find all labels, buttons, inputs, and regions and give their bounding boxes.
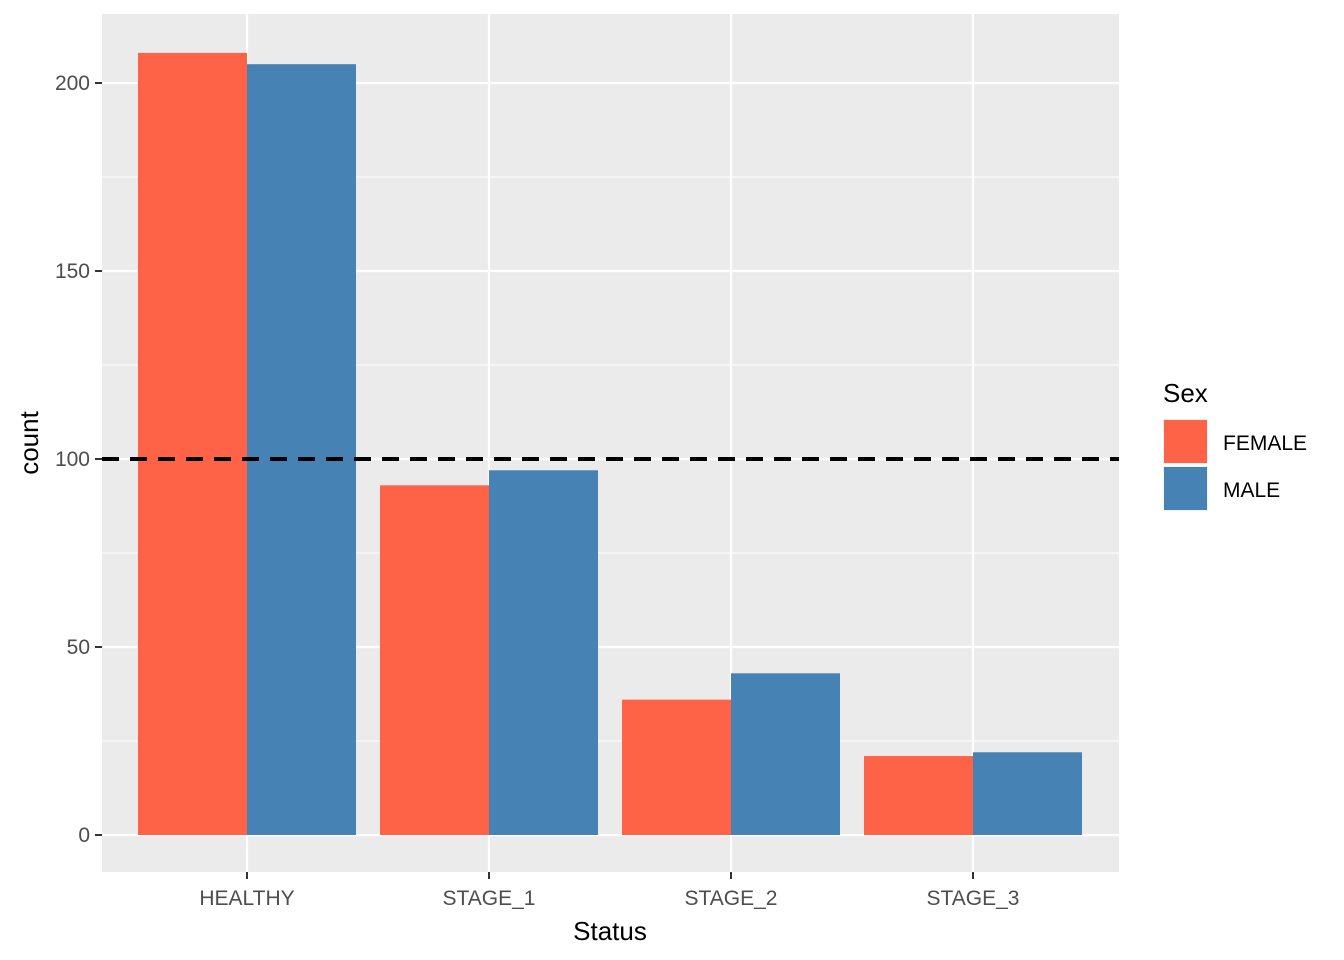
legend-swatch-male: [1164, 467, 1207, 510]
y-tick-label: 200: [55, 72, 90, 95]
y-tick-label: 150: [55, 260, 90, 283]
y-tick-label: 50: [67, 636, 90, 659]
legend: Sex FEMALE MALE: [1163, 378, 1307, 511]
x-tick-label: STAGE_3: [927, 887, 1020, 910]
x-tick-label: STAGE_2: [685, 887, 778, 910]
legend-label-female: FEMALE: [1223, 432, 1307, 455]
bar-female-stage_3: [864, 756, 973, 835]
bar-female-healthy: [138, 52, 247, 836]
legend-title: Sex: [1163, 378, 1208, 408]
x-axis: HEALTHY STAGE_1 STAGE_2 STAGE_3: [199, 872, 1019, 910]
legend-swatch-female: [1164, 420, 1207, 463]
bar-male-stage_3: [973, 752, 1082, 835]
bar-male-stage_2: [731, 673, 840, 835]
bar-female-stage_2: [622, 699, 731, 835]
x-axis-title: Status: [573, 916, 647, 946]
bar-male-healthy: [247, 64, 356, 835]
y-axis-title: count: [14, 410, 44, 474]
bars: [138, 52, 1082, 836]
x-tick-label: HEALTHY: [199, 887, 294, 910]
x-tick-label: STAGE_1: [443, 887, 536, 910]
legend-label-male: MALE: [1223, 479, 1280, 502]
bar-male-stage_1: [489, 470, 598, 835]
y-tick-label: 0: [78, 824, 90, 847]
bar-female-stage_1: [380, 485, 489, 835]
y-axis: 0 50 100 150 200: [55, 72, 102, 847]
y-tick-label: 100: [55, 448, 90, 471]
